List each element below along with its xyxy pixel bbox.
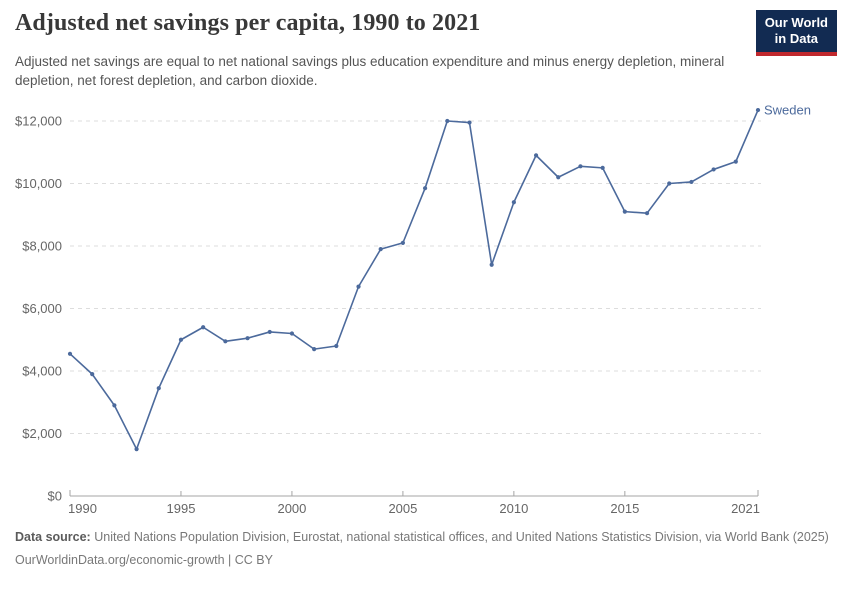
x-axis-tick-label: 2000 [277, 501, 306, 516]
chart-subtitle: Adjusted net savings are equal to net na… [15, 54, 725, 89]
data-point[interactable] [644, 211, 650, 216]
data-point[interactable] [600, 165, 605, 170]
data-point[interactable] [400, 240, 406, 245]
data-source-label: Data source: [15, 530, 91, 544]
x-axis-tick-label: 2010 [499, 501, 528, 516]
data-point[interactable] [489, 262, 494, 267]
chart-footer: Data source: United Nations Population D… [15, 529, 837, 569]
data-point[interactable] [178, 337, 184, 342]
data-source-line: Data source: United Nations Population D… [15, 529, 837, 546]
data-point[interactable] [134, 447, 139, 452]
x-axis-tick-label: 2021 [731, 501, 760, 516]
data-source-text: United Nations Population Division, Euro… [94, 530, 829, 544]
x-axis-tick-label: 2015 [610, 501, 639, 516]
y-axis-tick-label: $0 [48, 489, 62, 504]
data-point[interactable] [289, 331, 295, 336]
data-point[interactable] [378, 247, 383, 252]
y-axis-tick-label: $10,000 [15, 176, 62, 191]
y-axis-tick-label: $2,000 [22, 426, 62, 441]
data-point[interactable] [90, 372, 95, 377]
data-point[interactable] [223, 339, 228, 344]
data-point[interactable] [267, 329, 272, 335]
data-point[interactable] [201, 325, 206, 330]
x-axis-tick-label: 1995 [167, 501, 196, 516]
data-point[interactable] [467, 120, 472, 125]
data-point[interactable] [156, 386, 161, 391]
data-point[interactable] [67, 351, 73, 356]
chart-title: Adjusted net savings per capita, 1990 to… [15, 10, 481, 36]
data-point[interactable] [245, 336, 250, 341]
data-point[interactable] [334, 343, 339, 349]
y-axis-tick-label: $4,000 [22, 364, 62, 379]
data-point[interactable] [112, 403, 117, 408]
footer-link[interactable]: OurWorldinData.org/economic-growth | CC … [15, 553, 273, 567]
owid-logo-line2: in Data [774, 31, 819, 47]
y-axis-tick-label: $8,000 [22, 239, 62, 254]
data-point[interactable] [755, 107, 761, 113]
y-axis-tick-label: $6,000 [22, 301, 62, 316]
data-point[interactable] [667, 181, 672, 186]
data-point[interactable] [312, 347, 317, 352]
series-line-sweden[interactable] [69, 109, 759, 450]
data-point[interactable] [533, 153, 539, 158]
data-point[interactable] [689, 179, 694, 185]
owid-logo[interactable]: Our World in Data [755, 10, 837, 56]
x-axis-tick-label: 2005 [388, 501, 417, 516]
data-point[interactable] [733, 159, 738, 164]
data-point[interactable] [556, 175, 561, 180]
y-axis-tick-label: $12,000 [15, 114, 62, 129]
data-point[interactable] [711, 167, 716, 172]
data-point[interactable] [622, 209, 627, 214]
data-point[interactable] [511, 200, 516, 205]
data-point[interactable] [445, 118, 450, 124]
data-point[interactable] [422, 186, 428, 191]
series-label-sweden[interactable]: Sweden [764, 103, 811, 118]
data-point[interactable] [356, 284, 361, 289]
x-axis-tick-label: 1990 [68, 501, 97, 516]
owid-logo-line1: Our World [764, 15, 828, 30]
data-point[interactable] [578, 164, 583, 169]
